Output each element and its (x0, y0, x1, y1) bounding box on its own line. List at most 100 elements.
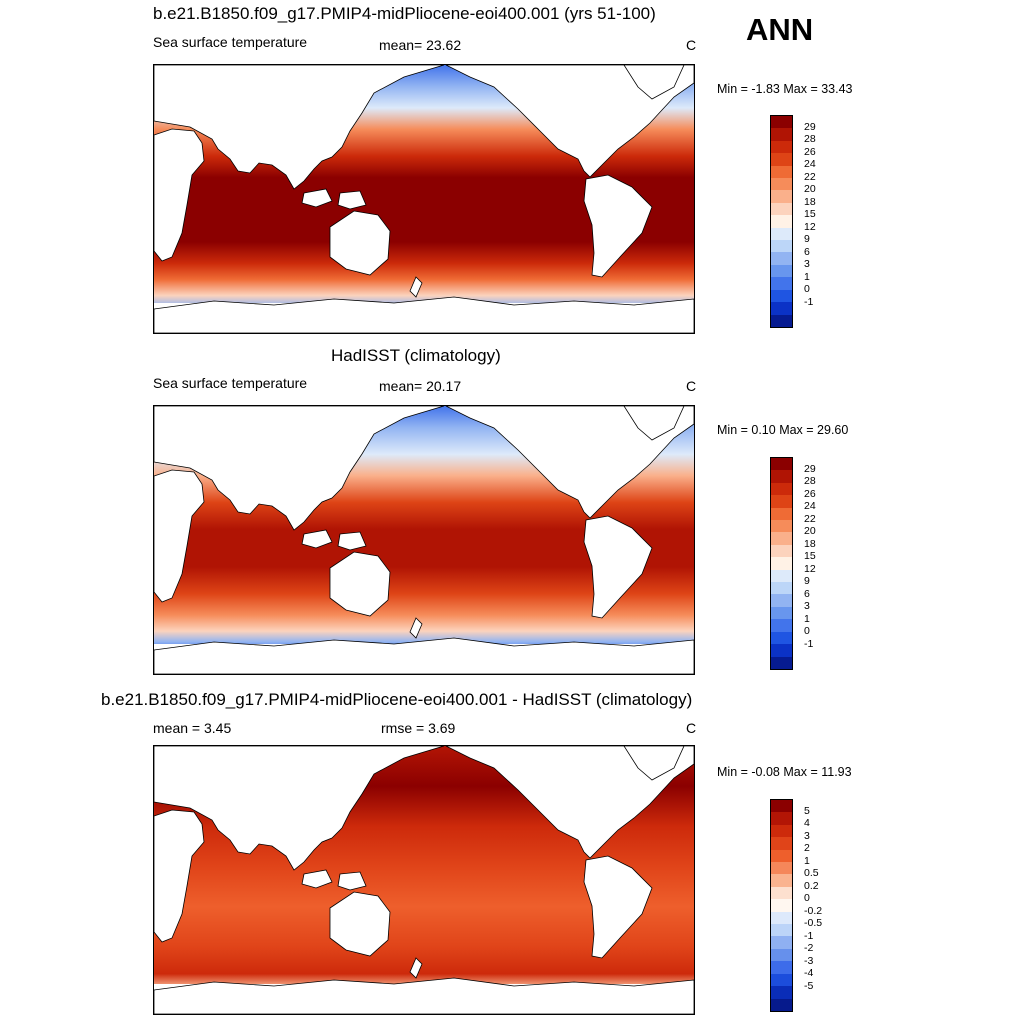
colorbar-tick-label: 15 (804, 208, 816, 221)
panel-3-units: C (686, 720, 697, 736)
land-mass (337, 190, 367, 210)
colorbar-tick-label: 0.2 (804, 879, 819, 892)
colorbar-tick-label: -4 (804, 967, 814, 980)
land-mass (445, 746, 694, 859)
land-mass (301, 188, 333, 208)
colorbar-tick-label: 18 (804, 537, 816, 550)
colorbar-tick-label: 2 (804, 842, 810, 855)
colorbar-tick-label: 22 (804, 170, 816, 183)
panel-3-minmax: Min = -0.08 Max = 11.93 (717, 765, 852, 779)
colorbar-swatch (771, 656, 792, 669)
colorbar-swatch (771, 153, 792, 166)
land-mass (154, 65, 445, 190)
colorbar-swatch (771, 594, 792, 607)
land-mass (154, 406, 445, 531)
panel-2-map (153, 405, 695, 675)
colorbar-swatch (771, 264, 792, 278)
colorbar-swatch (771, 140, 792, 154)
colorbar-tick-label: 9 (804, 233, 810, 246)
colorbar-tick-label: 18 (804, 195, 816, 208)
colorbar-tick-label: -5 (804, 979, 814, 992)
colorbar-tick-label: 24 (804, 500, 816, 513)
colorbar-swatch (771, 849, 792, 863)
colorbar-swatch (771, 606, 792, 620)
colorbar-tick-label: 4 (804, 817, 810, 830)
colorbar-swatch (771, 116, 792, 129)
colorbar-swatch (771, 277, 792, 290)
panel-2-field-label: Sea surface temperature (153, 375, 308, 391)
land-mass (154, 469, 205, 603)
colorbar-swatch (771, 302, 792, 315)
colorbar-tick-label: 29 (804, 462, 816, 475)
panel-2-colorbar (770, 457, 793, 670)
colorbar-tick-label: 12 (804, 220, 816, 233)
panel-3-rmse-label: rmse = 3.69 (381, 720, 456, 736)
colorbar-tick-label: 6 (804, 587, 810, 600)
colorbar-swatch (771, 227, 792, 241)
panel-3-map (153, 745, 695, 1015)
panel-1-field-label: Sea surface temperature (153, 34, 308, 50)
season-label: ANN (746, 12, 814, 47)
colorbar-swatch (771, 886, 792, 900)
colorbar-tick-label: 6 (804, 245, 810, 258)
colorbar-tick-label: -0.2 (804, 904, 823, 917)
colorbar-swatch (771, 936, 792, 949)
panel-1-minmax: Min = -1.83 Max = 33.43 (717, 82, 853, 96)
colorbar-swatch (771, 458, 792, 471)
colorbar-tick-label: -1 (804, 295, 814, 308)
colorbar-tick-label: 1 (804, 270, 810, 283)
land-mass (337, 531, 367, 551)
colorbar-swatch (771, 874, 792, 887)
colorbar-swatch (771, 862, 792, 875)
colorbar-tick-label: 12 (804, 562, 816, 575)
colorbar-swatch (771, 899, 792, 912)
colorbar-swatch (771, 631, 792, 645)
colorbar-swatch (771, 507, 792, 521)
land-mass (337, 871, 367, 891)
land-mass (154, 637, 694, 674)
colorbar-swatch (771, 314, 792, 327)
colorbar-swatch (771, 240, 792, 253)
colorbar-tick-label: 0.5 (804, 867, 819, 880)
land-mass (301, 869, 333, 889)
land-mass (445, 406, 694, 519)
colorbar-tick-label: -0.5 (804, 917, 823, 930)
land-mass (301, 529, 333, 549)
colorbar-swatch (771, 569, 792, 583)
colorbar-tick-label: 3 (804, 829, 810, 842)
land-mass (409, 276, 423, 298)
colorbar-swatch (771, 482, 792, 496)
land-mass (154, 128, 205, 262)
colorbar-swatch (771, 582, 792, 595)
colorbar-swatch (771, 178, 792, 191)
colorbar-swatch (771, 190, 792, 203)
colorbar-swatch (771, 812, 792, 825)
colorbar-tick-label: -1 (804, 929, 814, 942)
panel-1-mean-label: mean= 23.62 (379, 37, 462, 53)
land-mass (329, 891, 391, 957)
panel-3-title: b.e21.B1850.f09_g17.PMIP4-midPliocene-eo… (101, 690, 693, 709)
colorbar-tick-label: 22 (804, 512, 816, 525)
panel-1-map (153, 64, 695, 334)
colorbar-swatch (771, 557, 792, 570)
panel-2-minmax: Min = 0.10 Max = 29.60 (717, 423, 849, 437)
panel-2-mean-label: mean= 20.17 (379, 378, 462, 394)
colorbar-tick-label: 29 (804, 120, 816, 133)
colorbar-swatch (771, 544, 792, 558)
colorbar-tick-label: 26 (804, 487, 816, 500)
land-mass (154, 746, 445, 871)
colorbar-tick-label: 5 (804, 804, 810, 817)
colorbar-swatch (771, 495, 792, 508)
panel-1-units: C (686, 37, 697, 53)
colorbar-tick-label: 3 (804, 600, 810, 613)
colorbar-swatch (771, 202, 792, 216)
colorbar-tick-label: 20 (804, 525, 816, 538)
colorbar-swatch (771, 986, 792, 999)
panel-3-colorbar (770, 799, 793, 1012)
colorbar-swatch (771, 800, 792, 813)
colorbar-tick-label: -1 (804, 637, 814, 650)
colorbar-swatch (771, 532, 792, 545)
colorbar-tick-label: 1 (804, 612, 810, 625)
land-mass (329, 210, 391, 276)
colorbar-tick-label: 20 (804, 183, 816, 196)
